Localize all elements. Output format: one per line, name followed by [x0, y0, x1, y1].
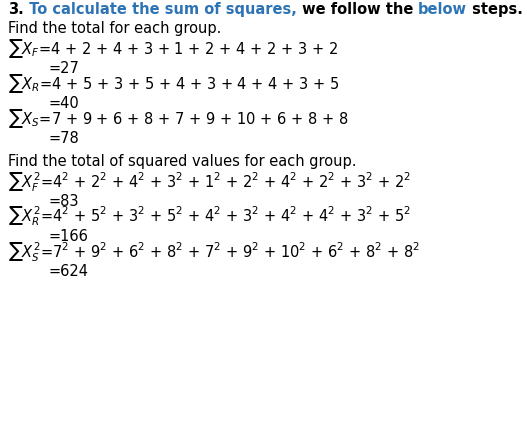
Text: Find the total of squared values for each group.: Find the total of squared values for eac…: [8, 154, 356, 169]
Text: =166: =166: [48, 229, 88, 244]
Text: below: below: [418, 2, 467, 17]
Text: $\sum X^2_F$=4$^2$ + 2$^2$ + 4$^2$ + 3$^2$ + 1$^2$ + 2$^2$ + 4$^2$ + 2$^2$ + 3$^: $\sum X^2_F$=4$^2$ + 2$^2$ + 4$^2$ + 3$^…: [8, 170, 411, 193]
Text: =78: =78: [48, 131, 79, 146]
Text: To calculate the sum of squares,: To calculate the sum of squares,: [24, 2, 297, 17]
Text: $\sum X_F$=4 + 2 + 4 + 3 + 1 + 2 + 4 + 2 + 3 + 2: $\sum X_F$=4 + 2 + 4 + 3 + 1 + 2 + 4 + 2…: [8, 37, 338, 60]
Text: $\sum X_R$=4 + 5 + 3 + 5 + 4 + 3 + 4 + 4 + 3 + 5: $\sum X_R$=4 + 5 + 3 + 5 + 4 + 3 + 4 + 4…: [8, 72, 339, 95]
Text: =83: =83: [48, 194, 79, 209]
Text: $\sum X^2_S$=7$^2$ + 9$^2$ + 6$^2$ + 8$^2$ + 7$^2$ + 9$^2$ + 10$^2$ + 6$^2$ + 8$: $\sum X^2_S$=7$^2$ + 9$^2$ + 6$^2$ + 8$^…: [8, 240, 420, 264]
Text: $\sum X_S$=7 + 9 + 6 + 8 + 7 + 9 + 10 + 6 + 8 + 8: $\sum X_S$=7 + 9 + 6 + 8 + 7 + 9 + 10 + …: [8, 107, 348, 130]
Text: =40: =40: [48, 96, 79, 111]
Text: =27: =27: [48, 61, 79, 76]
Text: we follow the: we follow the: [297, 2, 418, 17]
Text: $\sum X^2_R$=4$^2$ + 5$^2$ + 3$^2$ + 5$^2$ + 4$^2$ + 3$^2$ + 4$^2$ + 4$^2$ + 3$^: $\sum X^2_R$=4$^2$ + 5$^2$ + 3$^2$ + 5$^…: [8, 205, 411, 228]
Text: steps.: steps.: [467, 2, 523, 17]
Text: 3.: 3.: [8, 2, 24, 17]
Text: Find the total for each group.: Find the total for each group.: [8, 21, 221, 36]
Text: =624: =624: [48, 264, 88, 279]
